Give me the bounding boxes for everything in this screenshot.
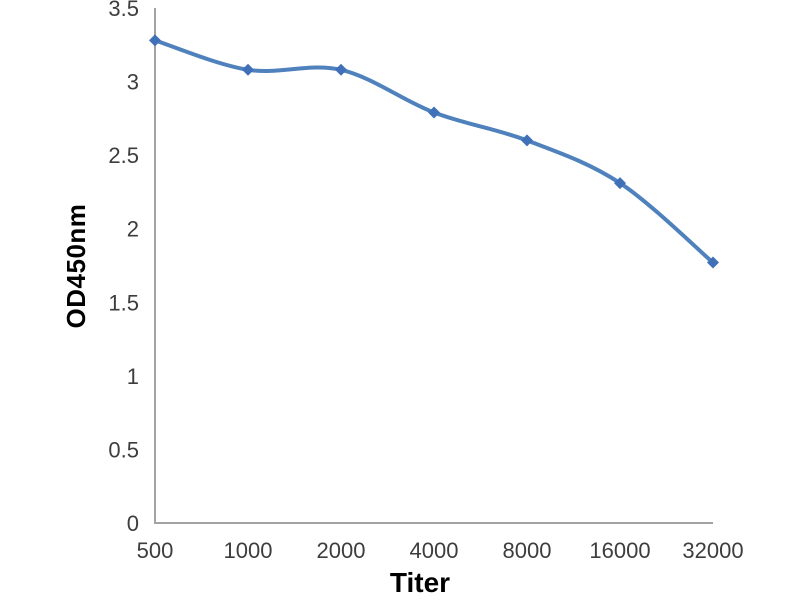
x-tick-label: 2000 (317, 538, 366, 563)
x-tick-label: 8000 (503, 538, 552, 563)
x-axis-title: Titer (389, 567, 451, 598)
y-tick-label: 3.5 (108, 0, 139, 21)
x-tick-label: 4000 (410, 538, 459, 563)
series-line (153, 38, 715, 265)
data-point-marker (521, 134, 533, 147)
y-tick-label: 3 (127, 70, 139, 95)
data-point-marker (149, 34, 161, 47)
y-axis-title: OD450nm (61, 203, 91, 329)
x-tick-label: 1000 (224, 538, 273, 563)
data-point-marker (242, 63, 254, 76)
y-tick-label: 0 (127, 511, 139, 536)
y-tick-label: 0.5 (108, 437, 139, 462)
x-tick-label: 16000 (589, 538, 650, 563)
x-tick-label: 32000 (682, 538, 743, 563)
data-point-marker (707, 256, 719, 269)
y-tick-label: 1.5 (108, 290, 139, 315)
data-point-marker (428, 106, 440, 119)
y-tick-label: 1 (127, 364, 139, 389)
data-point-marker (614, 177, 626, 190)
data-point-marker (335, 63, 347, 76)
x-tick-label: 500 (137, 538, 174, 563)
y-tick-label: 2 (127, 217, 139, 242)
y-tick-label: 2.5 (108, 143, 139, 168)
